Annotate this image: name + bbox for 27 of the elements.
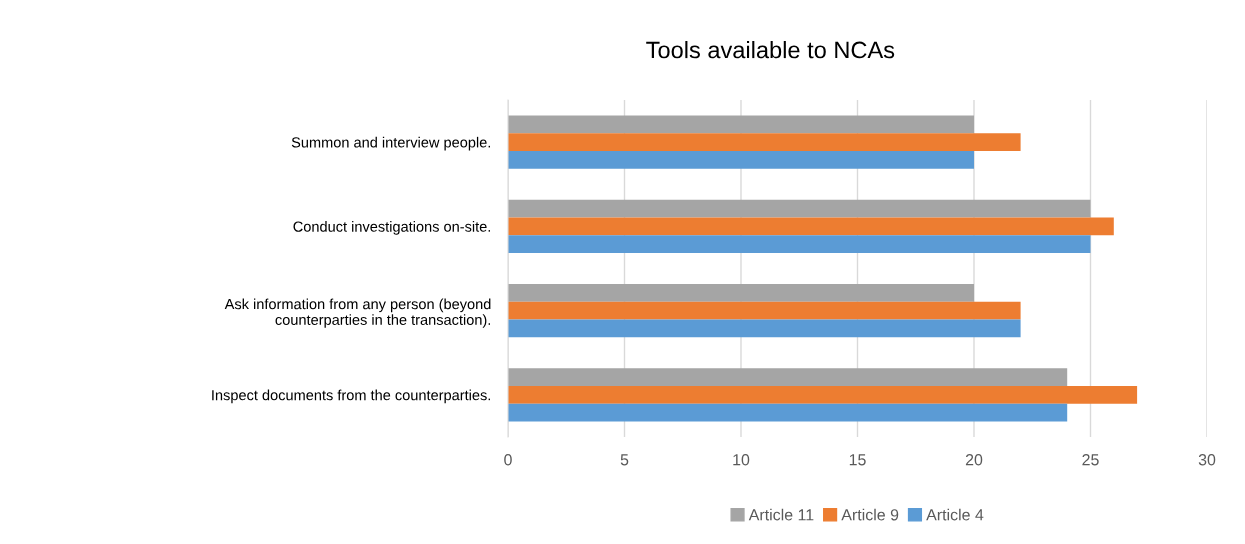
bar — [508, 235, 1091, 253]
legend-label: Article 4 — [926, 508, 984, 521]
bar — [508, 199, 1091, 218]
legend-label: Article 11 — [748, 508, 814, 521]
y-tick-label: Summon and interview people. — [291, 136, 491, 151]
legend-label: Article 9 — [841, 508, 899, 521]
chart-title: Tools available to NCAs — [646, 41, 895, 59]
bar — [508, 284, 974, 302]
bar — [508, 217, 1114, 236]
y-tick-label: Ask information from any person (beyond counterparties in the transaction). — [224, 298, 491, 328]
x-tick-label: 25 — [1082, 454, 1099, 466]
bar — [508, 403, 1068, 422]
bar — [508, 319, 1021, 338]
x-tick-label: 30 — [1198, 454, 1216, 466]
bar — [508, 368, 1068, 387]
bar — [508, 150, 974, 169]
x-tick-label: 0 — [504, 454, 512, 466]
x-tick-label: 15 — [849, 454, 866, 466]
bar — [508, 386, 1138, 404]
x-tick-label: 5 — [620, 454, 629, 466]
x-tick-label: 20 — [965, 454, 983, 466]
bar — [508, 115, 974, 134]
bar — [508, 301, 1021, 320]
bar — [508, 133, 1021, 151]
y-tick-label: Conduct investigations on-site. — [293, 221, 491, 235]
y-tick-label: Inspect documents from the counterparties. — [212, 389, 491, 404]
x-tick-label: 10 — [733, 454, 750, 466]
